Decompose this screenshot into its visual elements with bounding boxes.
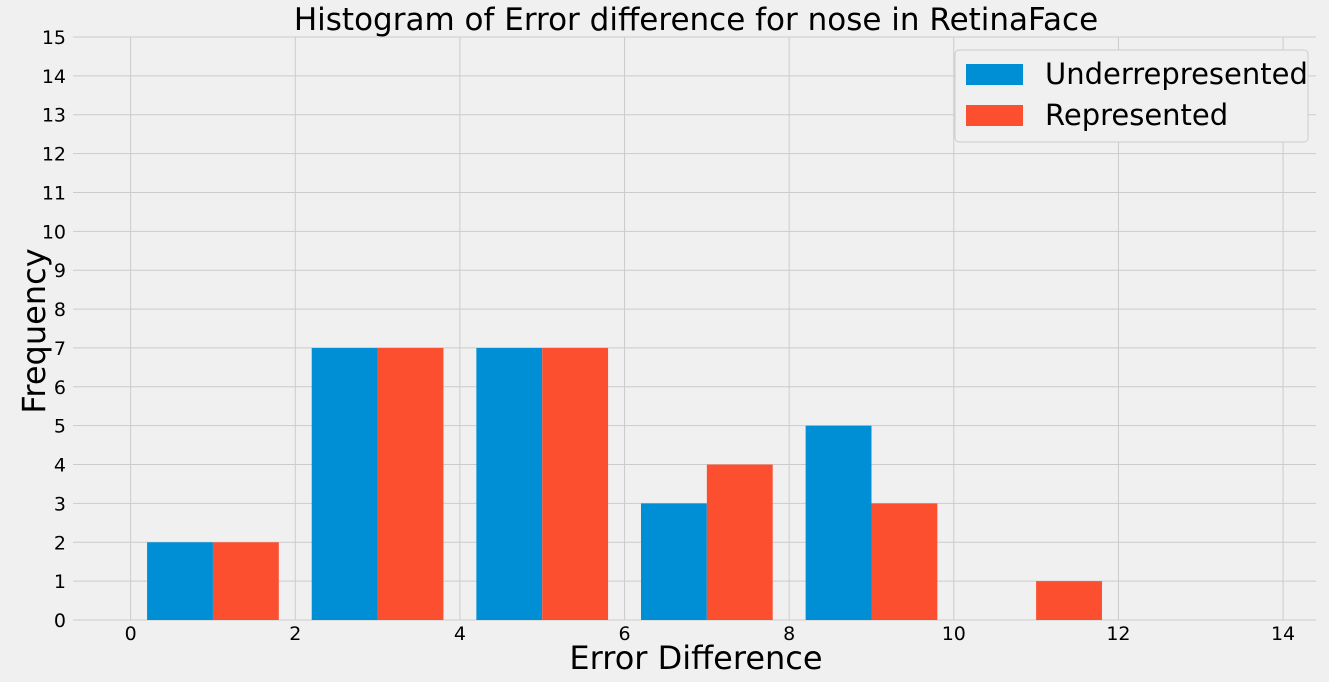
y-tick-label: 1 xyxy=(54,571,66,593)
x-axis-title: Error Difference xyxy=(569,639,822,677)
y-tick-label: 13 xyxy=(42,105,66,127)
y-axis-title: Frequency xyxy=(15,248,53,413)
bar-represented xyxy=(871,503,938,620)
legend-swatch-underrepresented xyxy=(966,64,1023,85)
y-tick-label: 11 xyxy=(42,182,66,204)
y-tick-label: 7 xyxy=(54,338,66,360)
x-tick-labels: 0 2 4 6 8 10 12 14 xyxy=(125,623,1296,645)
bar-represented xyxy=(377,347,444,620)
y-tick-label: 12 xyxy=(42,144,66,166)
bars-group xyxy=(147,347,1102,620)
y-tick-label: 14 xyxy=(42,66,66,88)
x-tick-label: 0 xyxy=(125,623,137,645)
x-tick-label: 4 xyxy=(454,623,466,645)
x-tick-label: 8 xyxy=(783,623,795,645)
bar-underrepresented xyxy=(147,542,213,620)
y-tick-label: 4 xyxy=(54,455,66,477)
y-tick-label: 5 xyxy=(54,416,66,438)
legend: Underrepresented Represented xyxy=(954,49,1309,143)
bar-represented xyxy=(706,464,773,620)
legend-box xyxy=(954,49,1309,143)
x-tick-label: 10 xyxy=(942,623,966,645)
y-tick-label: 10 xyxy=(42,221,66,243)
bar-underrepresented xyxy=(640,503,707,620)
bar-represented xyxy=(542,347,609,620)
y-tick-label: 3 xyxy=(54,493,66,515)
y-tick-label: 6 xyxy=(54,377,66,399)
legend-swatch-represented xyxy=(966,105,1023,126)
bar-underrepresented xyxy=(311,347,378,620)
x-tick-label: 12 xyxy=(1106,623,1130,645)
legend-label-underrepresented: Underrepresented xyxy=(1045,57,1308,91)
y-tick-label: 2 xyxy=(54,532,66,554)
chart-title: Histogram of Error difference for nose i… xyxy=(294,2,1098,38)
x-tick-label: 14 xyxy=(1271,623,1295,645)
y-tick-label: 8 xyxy=(54,299,66,321)
bar-represented xyxy=(212,542,279,620)
legend-label-represented: Represented xyxy=(1045,98,1228,132)
bar-underrepresented xyxy=(476,347,543,620)
bar-underrepresented xyxy=(805,425,872,620)
y-tick-label: 9 xyxy=(54,260,66,282)
bar-represented xyxy=(1036,581,1102,620)
x-tick-label: 2 xyxy=(289,623,301,645)
y-tick-label: 15 xyxy=(42,27,66,49)
x-tick-label: 6 xyxy=(618,623,630,645)
y-tick-label: 0 xyxy=(54,610,66,632)
